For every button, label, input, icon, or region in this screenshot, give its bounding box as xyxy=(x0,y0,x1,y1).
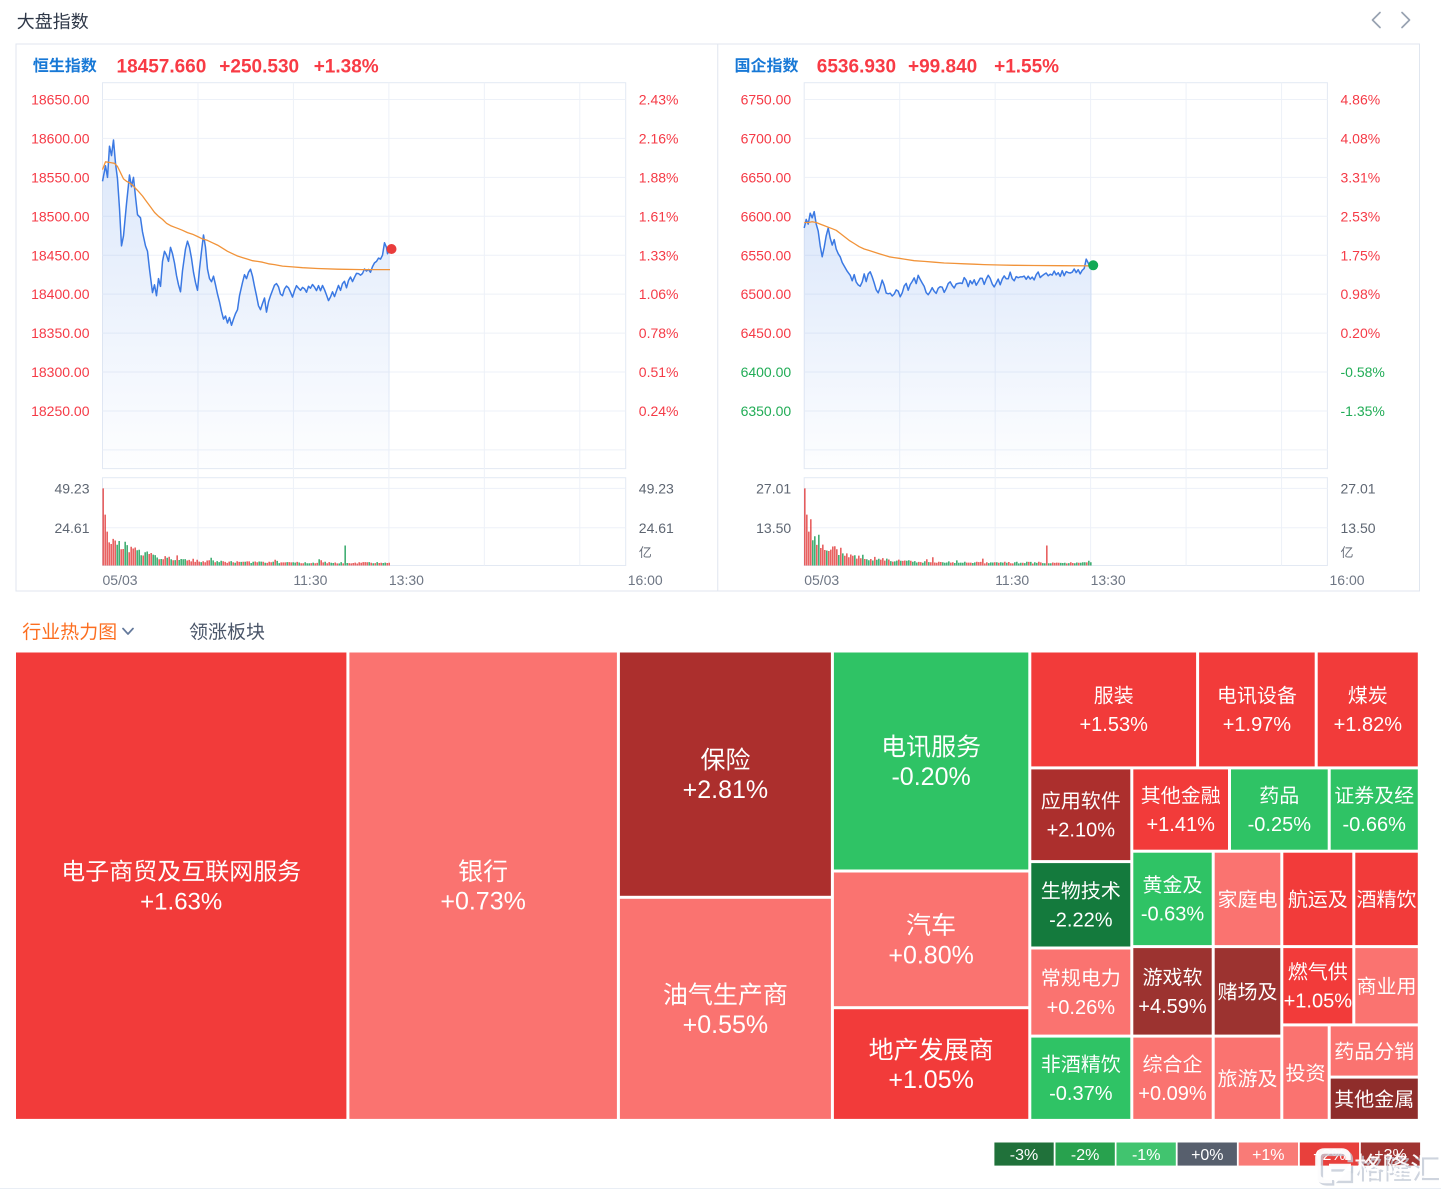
svg-text:+1.05%: +1.05% xyxy=(1284,991,1353,1013)
svg-text:+1.53%: +1.53% xyxy=(1080,714,1149,736)
svg-text:1.33%: 1.33% xyxy=(639,247,679,263)
svg-text:+1.97%: +1.97% xyxy=(1223,714,1292,736)
svg-text:+1.38%: +1.38% xyxy=(314,56,379,77)
svg-text:49.23: 49.23 xyxy=(54,481,89,497)
svg-text:-2.22%: -2.22% xyxy=(1049,910,1113,932)
svg-text:6450.00: 6450.00 xyxy=(741,325,792,341)
svg-text:24.61: 24.61 xyxy=(639,520,674,536)
svg-text:-0.25%: -0.25% xyxy=(1248,814,1312,836)
svg-text:6600.00: 6600.00 xyxy=(741,208,792,224)
svg-text:+1.55%: +1.55% xyxy=(994,56,1059,77)
svg-text:18550.00: 18550.00 xyxy=(31,170,90,186)
svg-text:6650.00: 6650.00 xyxy=(741,170,792,186)
svg-text:18457.660: 18457.660 xyxy=(117,56,207,77)
svg-text:+0.73%: +0.73% xyxy=(440,888,526,916)
svg-text:6400.00: 6400.00 xyxy=(741,364,792,380)
svg-text:+2.10%: +2.10% xyxy=(1047,820,1116,842)
svg-text:1.88%: 1.88% xyxy=(639,170,679,186)
svg-text:4.08%: 4.08% xyxy=(1341,131,1381,147)
svg-text:0.78%: 0.78% xyxy=(639,325,679,341)
svg-text:-0.37%: -0.37% xyxy=(1049,1083,1113,1105)
svg-text:05/03: 05/03 xyxy=(804,572,839,588)
svg-text:-3%: -3% xyxy=(1010,1147,1038,1164)
svg-text:13:30: 13:30 xyxy=(1091,572,1126,588)
svg-text:18250.00: 18250.00 xyxy=(31,403,90,419)
svg-text:49.23: 49.23 xyxy=(639,481,674,497)
svg-text:+1%: +1% xyxy=(1252,1147,1284,1164)
svg-text:16:00: 16:00 xyxy=(1330,572,1365,588)
svg-text:05/03: 05/03 xyxy=(103,572,138,588)
svg-text:27.01: 27.01 xyxy=(1341,481,1376,497)
svg-text:-1%: -1% xyxy=(1132,1147,1160,1164)
svg-text:18400.00: 18400.00 xyxy=(31,286,90,302)
svg-text:6350.00: 6350.00 xyxy=(741,403,792,419)
svg-text:13.50: 13.50 xyxy=(756,520,791,536)
svg-text:-0.66%: -0.66% xyxy=(1343,814,1407,836)
svg-text:6536.930: 6536.930 xyxy=(817,56,896,77)
svg-text:+0.09%: +0.09% xyxy=(1138,1083,1207,1105)
svg-text:1.06%: 1.06% xyxy=(639,286,679,302)
svg-text:+250.530: +250.530 xyxy=(219,56,299,77)
svg-text:0.51%: 0.51% xyxy=(639,364,679,380)
svg-text:11:30: 11:30 xyxy=(995,572,1029,588)
svg-text:+2.81%: +2.81% xyxy=(683,776,769,804)
svg-text:-0.20%: -0.20% xyxy=(891,763,970,791)
svg-text:18600.00: 18600.00 xyxy=(31,131,90,147)
svg-text:+1.41%: +1.41% xyxy=(1147,814,1216,836)
svg-text:6500.00: 6500.00 xyxy=(741,286,792,302)
svg-text:-1.35%: -1.35% xyxy=(1341,403,1385,419)
svg-text:+0.80%: +0.80% xyxy=(888,941,974,969)
svg-text:6700.00: 6700.00 xyxy=(741,131,792,147)
svg-text:0.20%: 0.20% xyxy=(1341,325,1381,341)
svg-text:+1.05%: +1.05% xyxy=(888,1066,974,1094)
svg-text:13.50: 13.50 xyxy=(1341,520,1376,536)
svg-text:16:00: 16:00 xyxy=(628,572,663,588)
svg-text:2.16%: 2.16% xyxy=(639,131,679,147)
svg-text:18350.00: 18350.00 xyxy=(31,325,90,341)
svg-text:-0.58%: -0.58% xyxy=(1341,364,1385,380)
svg-text:6750.00: 6750.00 xyxy=(741,92,792,108)
svg-text:13:30: 13:30 xyxy=(389,572,424,588)
svg-text:18300.00: 18300.00 xyxy=(31,364,90,380)
svg-text:18450.00: 18450.00 xyxy=(31,247,90,263)
svg-text:2.43%: 2.43% xyxy=(639,92,679,108)
svg-text:3.31%: 3.31% xyxy=(1341,170,1381,186)
svg-text:+0.55%: +0.55% xyxy=(683,1011,769,1039)
svg-text:-0.63%: -0.63% xyxy=(1141,904,1205,926)
svg-text:0.24%: 0.24% xyxy=(639,403,679,419)
svg-text:4.86%: 4.86% xyxy=(1341,92,1381,108)
svg-text:+1.63%: +1.63% xyxy=(140,888,222,915)
svg-text:+0%: +0% xyxy=(1191,1147,1223,1164)
svg-text:+4.59%: +4.59% xyxy=(1138,996,1207,1018)
svg-text:27.01: 27.01 xyxy=(756,481,791,497)
svg-text:-2%: -2% xyxy=(1071,1147,1099,1164)
svg-text:2.53%: 2.53% xyxy=(1341,208,1381,224)
svg-text:0.98%: 0.98% xyxy=(1341,286,1381,302)
svg-text:18500.00: 18500.00 xyxy=(31,208,90,224)
svg-text:1.75%: 1.75% xyxy=(1341,247,1381,263)
svg-text:18650.00: 18650.00 xyxy=(31,92,90,108)
svg-text:+99.840: +99.840 xyxy=(908,56,977,77)
svg-text:+1.82%: +1.82% xyxy=(1334,714,1403,736)
svg-text:11:30: 11:30 xyxy=(293,572,327,588)
svg-text:24.61: 24.61 xyxy=(54,520,89,536)
svg-text:+0.26%: +0.26% xyxy=(1047,997,1116,1019)
svg-text:1.61%: 1.61% xyxy=(639,208,679,224)
svg-text:6550.00: 6550.00 xyxy=(741,247,792,263)
